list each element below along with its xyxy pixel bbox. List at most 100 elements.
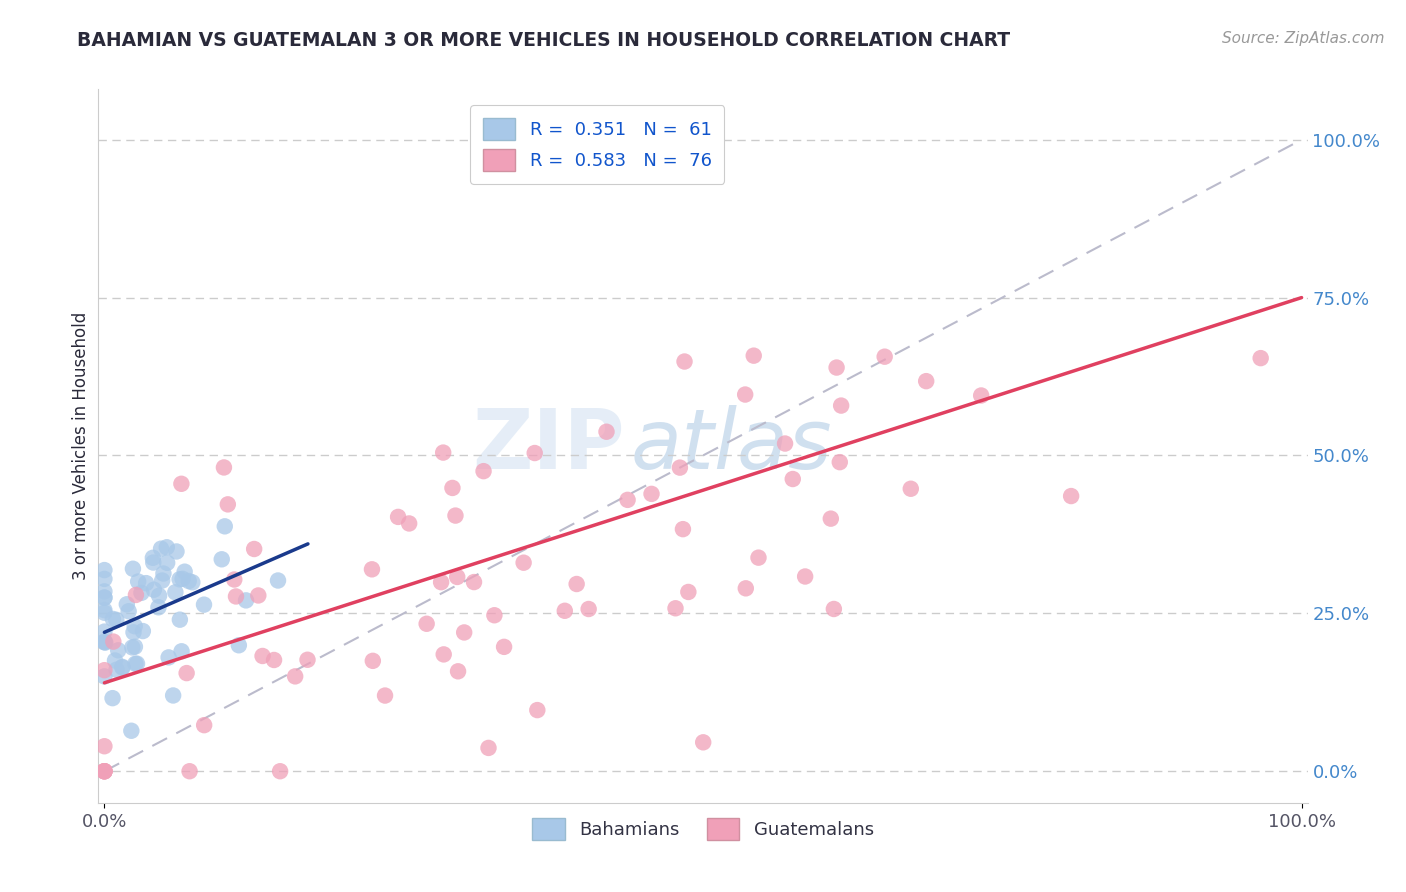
Point [104,653,127,667]
Point [148,589,170,603]
Point [235,593,257,607]
Point [142,550,165,565]
Point [105,663,128,677]
Point [794,569,817,583]
Point [453,625,475,640]
Point [773,436,796,450]
Point [361,654,384,668]
Point [181,575,204,590]
Text: BAHAMIAN VS GUATEMALAN 3 OR MORE VEHICLES IN HOUSEHOLD CORRELATION CHART: BAHAMIAN VS GUATEMALAN 3 OR MORE VEHICLE… [77,31,1011,50]
Point [111,660,134,674]
Point [734,387,756,401]
Point [1060,489,1083,503]
Point [117,604,139,618]
Point [193,718,215,732]
Point [93,634,115,648]
Point [554,604,576,618]
Point [672,522,695,536]
Point [484,608,506,623]
Point [523,446,546,460]
Point [125,588,148,602]
Point [166,544,188,558]
Point [830,399,852,413]
Point [121,640,143,655]
Point [214,519,236,533]
Point [640,487,662,501]
Point [415,616,437,631]
Point [177,574,200,588]
Point [148,600,170,615]
Point [125,657,148,671]
Point [150,574,173,588]
Point [444,508,467,523]
Point [124,657,146,671]
Legend: Bahamians, Guatemalans: Bahamians, Guatemalans [524,811,882,847]
Point [93,739,115,754]
Point [900,482,922,496]
Point [387,510,409,524]
Point [170,644,193,658]
Point [93,635,115,649]
Point [93,669,115,683]
Point [678,585,700,599]
Point [664,601,686,615]
Point [398,516,420,531]
Point [915,374,938,388]
Point [432,445,454,459]
Point [122,562,145,576]
Point [93,624,115,639]
Point [477,740,499,755]
Point [269,764,291,779]
Point [93,591,115,605]
Point [820,511,842,525]
Point [212,460,235,475]
Point [578,602,600,616]
Point [132,624,155,638]
Point [173,565,195,579]
Point [142,582,165,597]
Point [93,764,115,779]
Point [150,541,173,556]
Point [267,574,290,588]
Point [970,388,993,402]
Point [127,574,149,589]
Point [169,613,191,627]
Point [828,455,851,469]
Point [135,576,157,591]
Point [228,638,250,652]
Point [93,606,115,620]
Point [616,492,638,507]
Text: Source: ZipAtlas.com: Source: ZipAtlas.com [1222,31,1385,46]
Point [176,666,198,681]
Text: ZIP: ZIP [472,406,624,486]
Point [124,619,146,633]
Point [825,360,848,375]
Point [243,541,266,556]
Point [526,703,548,717]
Point [179,764,201,779]
Point [512,556,534,570]
Point [873,350,896,364]
Point [446,570,468,584]
Point [156,556,179,570]
Point [361,562,384,576]
Point [430,575,453,590]
Point [217,497,239,511]
Point [169,572,191,586]
Point [93,764,115,779]
Point [225,590,247,604]
Y-axis label: 3 or more Vehicles in Household: 3 or more Vehicles in Household [72,312,90,580]
Point [284,669,307,683]
Point [374,689,396,703]
Point [734,582,756,596]
Point [595,425,617,439]
Point [463,575,485,590]
Point [472,464,495,478]
Point [252,648,274,663]
Point [101,691,124,706]
Point [94,635,117,649]
Point [103,634,125,648]
Point [297,653,319,667]
Point [93,764,115,779]
Point [494,640,516,654]
